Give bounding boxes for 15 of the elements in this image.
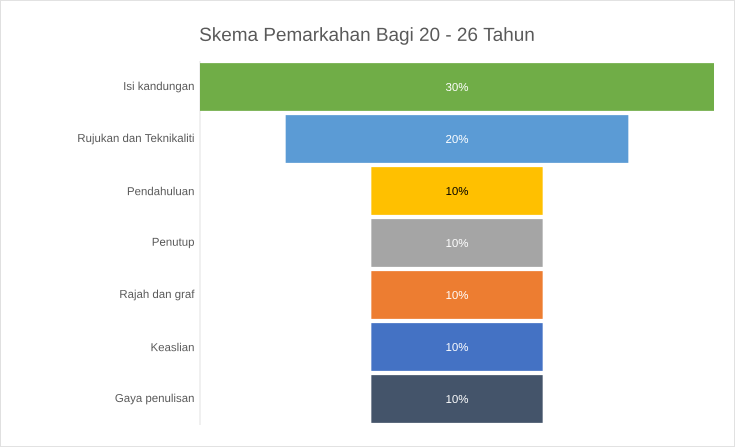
category-label: Rujukan dan Teknikaliti	[78, 134, 194, 144]
category-label: Isi kandungan	[124, 82, 194, 92]
category-label: Gaya penulisan	[115, 394, 194, 404]
category-label: Penutup	[152, 238, 194, 248]
category-label: Rajah dan graf	[120, 290, 194, 300]
category-label: Pendahuluan	[128, 186, 194, 196]
data-label: 10%	[446, 238, 468, 248]
data-label: 30%	[446, 82, 468, 92]
text: Skema Pemarkahan Bagi 20 - 26 Tahun	[200, 27, 534, 45]
data-label: 10%	[446, 342, 468, 352]
data-label: 10%	[446, 186, 468, 196]
data-label: 20%	[446, 134, 468, 144]
data-label: 10%	[446, 290, 468, 300]
data-label: 10%	[446, 394, 468, 404]
category-label: Keaslian	[151, 342, 194, 352]
